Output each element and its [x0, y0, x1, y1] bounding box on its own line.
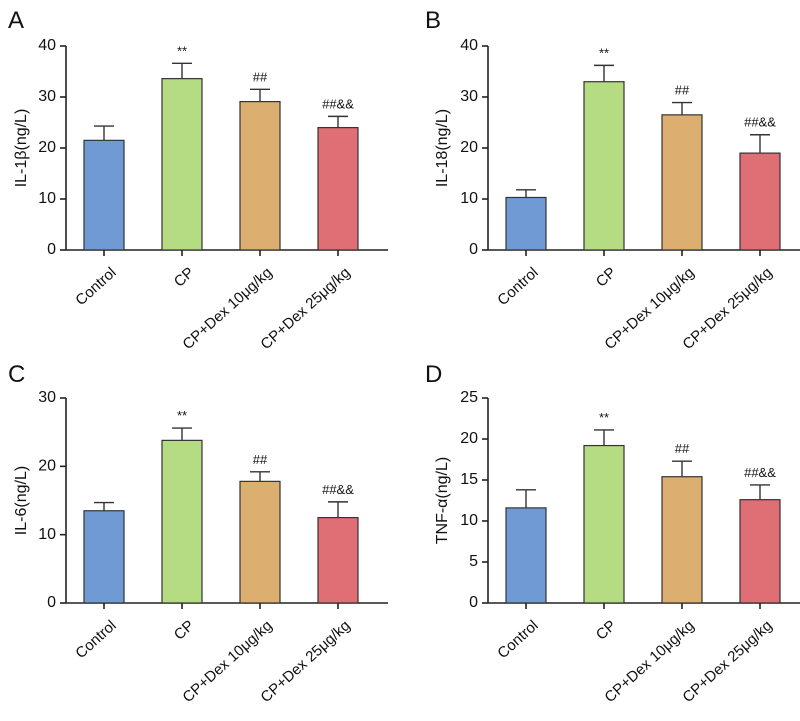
- bar-cp: [583, 444, 625, 604]
- bar-cp: [583, 81, 625, 251]
- significance-label-cp-dex-25-g-kg: ##&&: [744, 115, 776, 130]
- bar-control: [505, 507, 547, 604]
- y-tick-label: 30: [460, 88, 478, 105]
- y-tick-label: 30: [38, 389, 56, 406]
- y-tick-label: 0: [47, 241, 56, 258]
- category-label-control: Control: [494, 617, 541, 662]
- y-tick-label: 0: [469, 594, 478, 611]
- bar-cp-dex-10-g-kg: [661, 476, 703, 604]
- y-tick-label: 15: [460, 471, 478, 488]
- significance-label-cp-dex-25-g-kg: ##&&: [322, 96, 354, 111]
- bar-cp: [161, 78, 203, 251]
- y-tick-label: 40: [460, 37, 478, 54]
- panel-a: AIL-1β(ng/L)010203040Control**CP##CP+Dex…: [8, 7, 388, 353]
- bar-cp-dex-10-g-kg: [661, 114, 703, 251]
- y-axis-label: IL-18(ng/L): [434, 109, 451, 187]
- y-tick-label: 10: [460, 512, 478, 529]
- y-tick-label: 30: [38, 88, 56, 105]
- category-label-control: Control: [72, 617, 119, 662]
- bar-cp: [161, 439, 203, 604]
- y-axis-label: TNF-α(ng/L): [434, 457, 451, 544]
- y-tick-label: 25: [460, 389, 478, 406]
- bar-cp-dex-25-g-kg: [739, 499, 781, 604]
- significance-label-cp-dex-10-g-kg: ##: [675, 83, 690, 98]
- bar-cp-dex-25-g-kg: [317, 516, 359, 604]
- y-tick-label: 10: [38, 190, 56, 207]
- bar-cp-dex-10-g-kg: [239, 480, 281, 604]
- category-label-cp: CP: [593, 617, 620, 644]
- bar-cp-dex-25-g-kg: [317, 126, 359, 251]
- y-tick-label: 0: [469, 241, 478, 258]
- bar-control: [505, 196, 547, 251]
- panel-letter: B: [425, 7, 441, 34]
- significance-label-cp: **: [599, 410, 609, 425]
- bar-cp-dex-10-g-kg: [239, 100, 281, 251]
- bar-cp-dex-25-g-kg: [739, 152, 781, 251]
- significance-label-cp-dex-10-g-kg: ##: [253, 452, 268, 467]
- significance-label-cp-dex-10-g-kg: ##: [675, 441, 690, 456]
- panel-letter: A: [8, 7, 24, 34]
- significance-label-cp-dex-25-g-kg: ##&&: [322, 482, 354, 497]
- category-label-cp: CP: [171, 264, 198, 291]
- y-tick-label: 5: [469, 553, 478, 570]
- panel-b: BIL-18(ng/L)010203040Control**CP##CP+Dex…: [425, 7, 800, 353]
- panel-d: DTNF-α(ng/L)0510152025Control**CP##CP+De…: [425, 361, 800, 706]
- significance-label-cp: **: [177, 408, 187, 423]
- y-tick-label: 20: [38, 458, 56, 475]
- y-tick-label: 10: [38, 526, 56, 543]
- y-tick-label: 40: [38, 37, 56, 54]
- significance-label-cp-dex-25-g-kg: ##&&: [744, 465, 776, 480]
- panel-letter: D: [425, 361, 442, 388]
- significance-label-cp: **: [599, 45, 609, 60]
- bar-control: [83, 139, 125, 251]
- y-tick-label: 10: [460, 190, 478, 207]
- y-tick-label: 20: [38, 139, 56, 156]
- significance-label-cp: **: [177, 43, 187, 58]
- category-label-control: Control: [494, 264, 541, 309]
- y-axis-label: IL-6(ng/L): [13, 466, 30, 535]
- panel-letter: C: [8, 361, 25, 388]
- category-label-cp: CP: [593, 264, 620, 291]
- category-label-control: Control: [72, 264, 119, 309]
- significance-label-cp-dex-10-g-kg: ##: [253, 69, 268, 84]
- bar-control: [83, 510, 125, 604]
- y-tick-label: 20: [460, 430, 478, 447]
- category-label-cp: CP: [171, 617, 198, 644]
- y-axis-label: IL-1β(ng/L): [13, 109, 30, 188]
- y-tick-label: 0: [47, 594, 56, 611]
- y-tick-label: 20: [460, 139, 478, 156]
